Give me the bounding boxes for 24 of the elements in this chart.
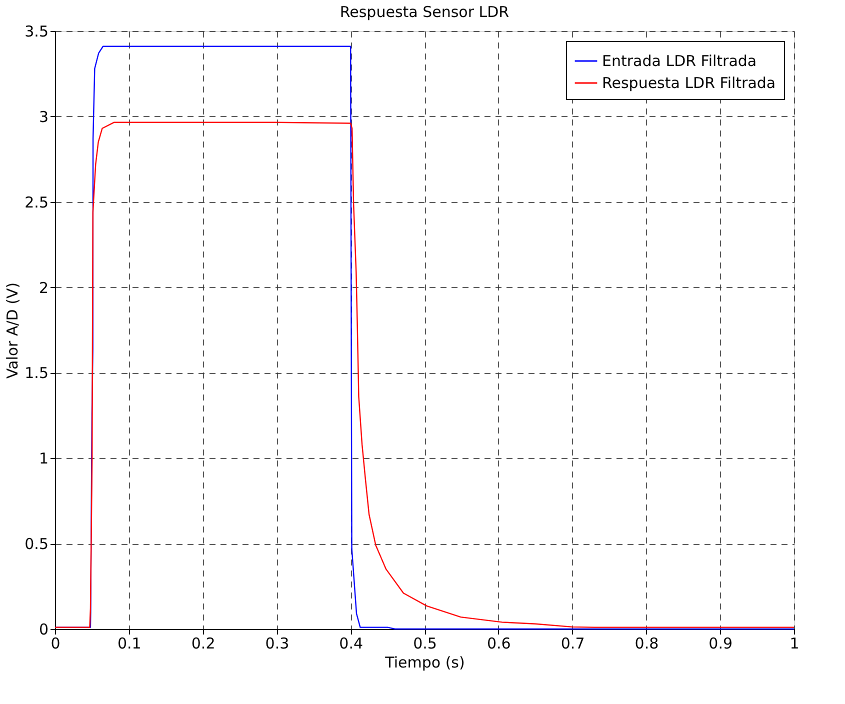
x-tick-label: 0.1 [117, 634, 142, 652]
chart-title: Respuesta Sensor LDR [340, 3, 510, 21]
x-tick-label: 0.8 [634, 634, 659, 652]
legend-label: Respuesta LDR Filtrada [602, 74, 776, 92]
y-tick-label: 0 [38, 620, 48, 638]
y-tick-label: 1.5 [24, 364, 48, 382]
y-tick-label: 0.5 [24, 535, 48, 554]
y-tick-label: 3.5 [24, 22, 48, 40]
y-tick-label: 2.5 [24, 193, 48, 212]
legend-label: Entrada LDR Filtrada [602, 52, 757, 70]
x-tick-label: 0.6 [486, 634, 511, 652]
y-axis-title: Valor A/D (V) [4, 282, 22, 379]
x-axis-title: Tiempo (s) [384, 654, 465, 672]
y-tick-label: 3 [38, 108, 48, 126]
x-tick-label: 0.4 [339, 634, 364, 652]
x-tick-label: 1 [790, 634, 800, 652]
y-tick-label: 1 [38, 450, 48, 468]
x-tick-label: 0 [50, 634, 60, 652]
x-tick-label: 0.2 [191, 634, 216, 652]
x-tick-label: 0.9 [708, 634, 733, 652]
x-tick-label: 0.5 [413, 634, 437, 652]
x-tick-label: 0.3 [265, 634, 290, 652]
x-tick-label: 0.7 [560, 634, 585, 652]
y-tick-label: 2 [38, 278, 48, 297]
